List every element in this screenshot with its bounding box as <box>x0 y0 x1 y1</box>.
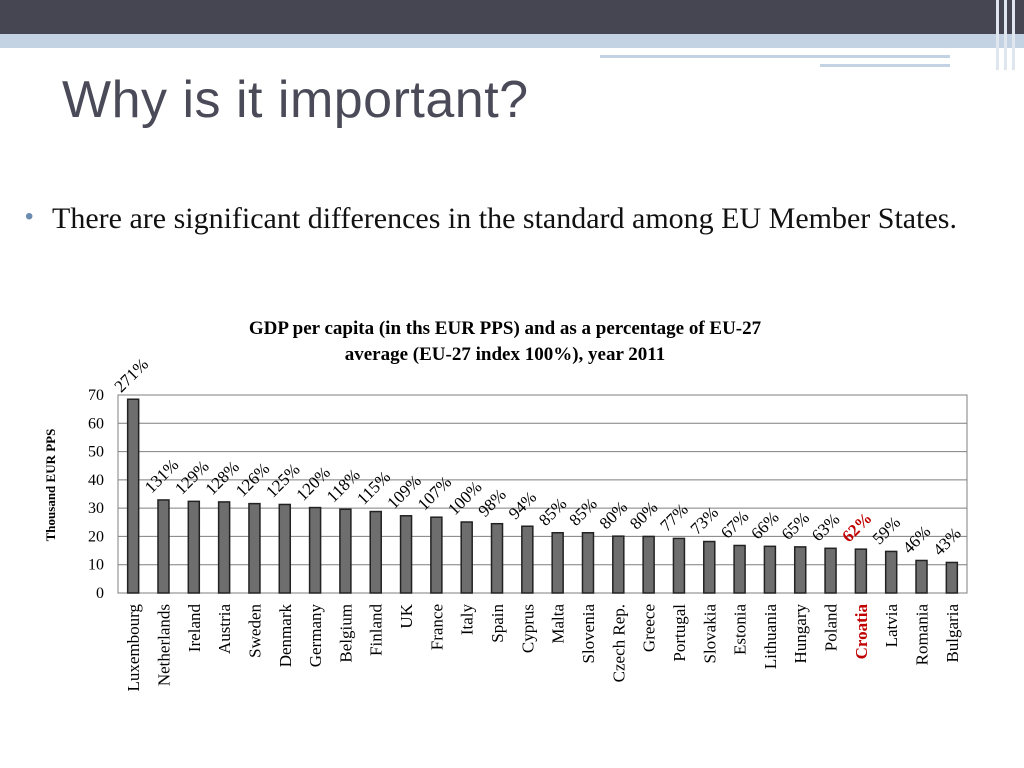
x-tick-label: Hungary <box>791 604 810 664</box>
slide-title: Why is it important? <box>62 71 529 129</box>
x-tick-label: UK <box>397 603 416 628</box>
bar <box>278 503 292 594</box>
bar <box>187 500 201 594</box>
x-tick-label: Finland <box>367 604 386 656</box>
bar <box>490 522 504 594</box>
x-tick-label: Belgium <box>336 604 355 663</box>
bar <box>642 535 655 594</box>
x-tick-label: Estonia <box>731 604 750 655</box>
top-banner <box>0 0 1024 34</box>
y-tick-label: 60 <box>88 415 104 432</box>
bar <box>854 548 868 594</box>
bar <box>793 546 807 594</box>
decor-stripe <box>1012 0 1015 70</box>
x-tick-label: Portugal <box>670 604 689 662</box>
x-tick-label: Latvia <box>882 604 901 648</box>
bar <box>217 501 231 594</box>
chart-title-line-2: average (EU-27 index 100%), year 2011 <box>345 344 666 365</box>
y-tick-label: 20 <box>88 528 104 545</box>
x-tick-label: Poland <box>822 604 841 652</box>
decor-stripe <box>1004 0 1007 70</box>
bar <box>763 545 777 594</box>
bar <box>126 398 140 594</box>
x-tick-label: Slovenia <box>579 604 598 664</box>
bar <box>581 532 595 594</box>
y-tick-label: 50 <box>88 444 104 461</box>
bar <box>612 535 625 594</box>
x-tick-label: France <box>427 604 446 650</box>
x-tick-label: Romania <box>913 604 932 666</box>
bar <box>399 515 413 594</box>
x-tick-label: Slovakia <box>700 604 719 664</box>
x-tick-label: Denmark <box>276 604 295 668</box>
x-tick-label: Bulgaria <box>943 604 962 663</box>
x-tick-label: Ireland <box>185 604 204 653</box>
x-tick-label: Germany <box>306 604 325 668</box>
bar <box>521 525 534 594</box>
data-label: 271% <box>111 355 152 396</box>
x-tick-label: Malta <box>549 604 568 644</box>
bar <box>308 506 322 594</box>
bar <box>369 510 382 594</box>
y-tick-label: 30 <box>88 500 104 517</box>
bar <box>884 550 898 594</box>
bar <box>248 502 261 594</box>
x-tick-label: Spain <box>488 604 507 643</box>
bar <box>703 540 716 594</box>
gdp-bar-chart: GDP per capita (in ths EUR PPS) and as a… <box>43 318 968 692</box>
bar <box>672 537 686 594</box>
bar <box>430 516 443 594</box>
x-tick-label: Italy <box>458 604 477 636</box>
x-tick-label: Austria <box>215 604 234 655</box>
bar <box>460 521 473 594</box>
y-tick-label: 0 <box>96 585 104 602</box>
bullet-icon: • <box>25 203 34 230</box>
bar <box>157 499 170 594</box>
x-tick-label: Luxembourg <box>124 604 143 692</box>
accent-line <box>820 64 950 67</box>
x-tick-label: Sweden <box>245 604 264 658</box>
y-tick-label: 40 <box>88 472 104 489</box>
bullet-text: There are significant differences in the… <box>52 202 957 235</box>
bar <box>733 544 746 594</box>
y-axis-label: Thousand EUR PPS <box>43 429 58 542</box>
y-tick-label: 70 <box>88 387 104 404</box>
accent-line <box>600 55 950 58</box>
bar <box>915 559 928 594</box>
decor-stripe <box>996 0 999 70</box>
bar <box>945 561 959 594</box>
x-tick-label: Netherlands <box>154 604 173 686</box>
chart-title-line-1: GDP per capita (in ths EUR PPS) and as a… <box>249 318 762 339</box>
y-tick-label: 10 <box>88 557 104 574</box>
x-tick-label: Greece <box>640 604 659 652</box>
x-tick-label: Lithuania <box>761 604 780 670</box>
bar <box>339 508 352 594</box>
top-accent-band <box>0 34 1024 48</box>
x-tick-label: Cyprus <box>518 604 537 653</box>
bar <box>824 547 837 594</box>
x-tick-label: Croatia <box>852 604 871 660</box>
x-tick-label: Czech Rep. <box>609 604 628 682</box>
bar <box>551 532 564 594</box>
